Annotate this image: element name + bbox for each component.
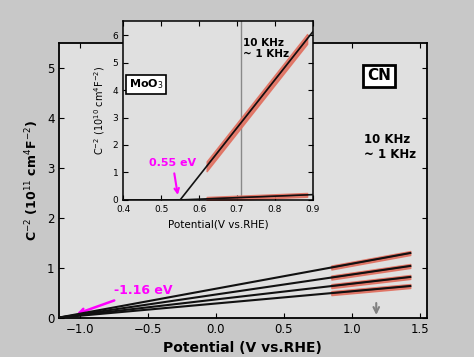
Text: MoO$_3$: MoO$_3$ [129, 78, 164, 91]
Text: 10 KHz
~ 1 KHz: 10 KHz ~ 1 KHz [243, 38, 289, 60]
Text: 10 KHz
~ 1 KHz: 10 KHz ~ 1 KHz [364, 133, 416, 161]
Y-axis label: C$^{-2}$ (10$^{10}$ cm$^4$F$^{-2}$): C$^{-2}$ (10$^{10}$ cm$^4$F$^{-2}$) [92, 66, 107, 155]
X-axis label: Potential (V vs.RHE): Potential (V vs.RHE) [164, 341, 322, 355]
Text: 0.55 eV: 0.55 eV [149, 158, 196, 193]
X-axis label: Potential(V vs.RHE): Potential(V vs.RHE) [168, 219, 268, 229]
Text: -1.16 eV: -1.16 eV [80, 284, 172, 313]
Text: CN: CN [367, 68, 391, 83]
Y-axis label: C$^{-2}$ (10$^{11}$ cm$^4$F$^{-2}$): C$^{-2}$ (10$^{11}$ cm$^4$F$^{-2}$) [24, 120, 41, 241]
